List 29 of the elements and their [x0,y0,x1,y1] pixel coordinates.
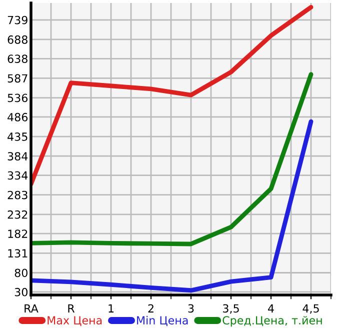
y-tick-label: 435 [8,132,28,141]
y-tick-label: 131 [8,249,28,258]
legend-label: Max Цена [48,316,102,326]
line-series [31,119,314,293]
x-tick-label: 3,5 [223,304,239,314]
y-tick-label: 536 [8,94,28,102]
y-tick-label: 334 [8,171,28,180]
y-tick-label: 739 [8,16,28,24]
x-tick-label: 4 [268,304,274,312]
y-tick-label: 30 [14,288,28,296]
legend-label: Min Цена [137,316,188,326]
line-series [31,72,314,246]
y-tick-label: 232 [8,210,28,219]
y-tick-label: 384 [8,152,28,160]
y-tick-label: 283 [8,190,28,200]
x-tick-label: 1 [108,304,114,312]
y-tick-label: 688 [8,35,28,44]
x-tick-label: 3 [188,304,194,313]
x-tick-label: RA [24,304,38,312]
y-tick-label: 638 [8,54,28,64]
y-tick-label: 486 [8,112,28,122]
y-tick-label: 587 [8,74,28,83]
y-tick-label: 80 [14,268,28,278]
x-tick-label: 4,5 [302,304,319,314]
y-tick-label: 182 [8,230,28,238]
line-series [31,4,314,186]
x-tick-label: R [68,304,75,312]
x-tick-label: 2 [148,304,154,312]
legend-label: Сред.Цена, т.йен [222,316,322,327]
